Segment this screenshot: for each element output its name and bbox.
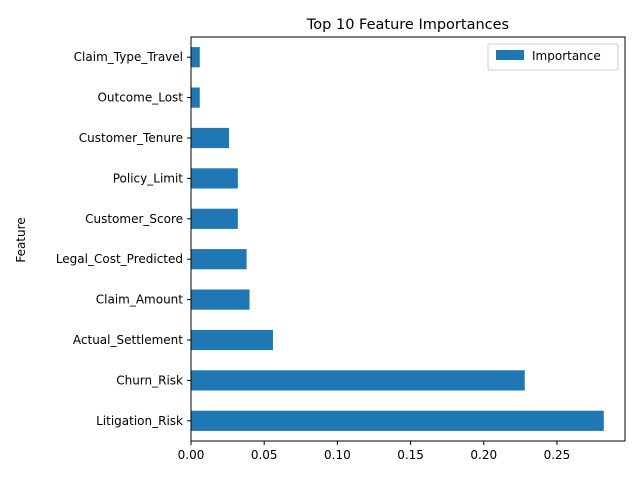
x-tick-label: 0.20 — [470, 448, 497, 462]
bar-customer-tenure — [191, 127, 230, 149]
legend: Importance — [487, 43, 619, 71]
bar-litigation-risk — [191, 410, 604, 431]
y-tick-label: Customer_Tenure — [79, 131, 183, 145]
y-tick-label: Legal_Cost_Predicted — [56, 252, 183, 266]
y-tick-label: Actual_Settlement — [73, 333, 183, 347]
x-tick-label: 0.00 — [178, 448, 205, 462]
bars-layer — [191, 47, 604, 431]
legend-label-importance: Importance — [532, 49, 601, 63]
axes-layer: Claim_Type_Travel Outcome_Lost Customer_Te… — [56, 36, 626, 462]
x-tick-label: 0.10 — [324, 448, 351, 462]
legend-swatch — [496, 50, 524, 60]
x-tick-label: 0.05 — [251, 448, 278, 462]
bar-legal-cost-predicted — [191, 249, 247, 270]
bar-churn-risk — [191, 370, 525, 391]
bar-claim-amount — [191, 289, 250, 310]
y-tick-label: Churn_Risk — [116, 373, 183, 387]
bar-actual-settlement — [191, 329, 273, 351]
y-tick-label: Policy_Limit — [113, 171, 184, 185]
plot-frame — [190, 36, 626, 442]
y-tick-label: Litigation_Risk — [96, 414, 183, 428]
chart-title: Top 10 Feature Importances — [306, 17, 509, 33]
y-tick-label: Outcome_Lost — [97, 91, 183, 105]
bar-customer-score — [191, 208, 238, 229]
y-tick-label: Customer_Score — [85, 212, 183, 226]
x-tick-label: 0.15 — [397, 448, 424, 462]
y-tick-label: Claim_Type_Travel — [74, 50, 183, 64]
bar-policy-limit — [191, 168, 238, 189]
y-axis-label: Feature — [14, 217, 28, 262]
x-tick-label: 0.25 — [544, 448, 571, 462]
y-tick-label: Claim_Amount — [96, 293, 184, 307]
bar-claim-type-travel — [191, 47, 200, 68]
bar-outcome-lost — [191, 87, 200, 108]
